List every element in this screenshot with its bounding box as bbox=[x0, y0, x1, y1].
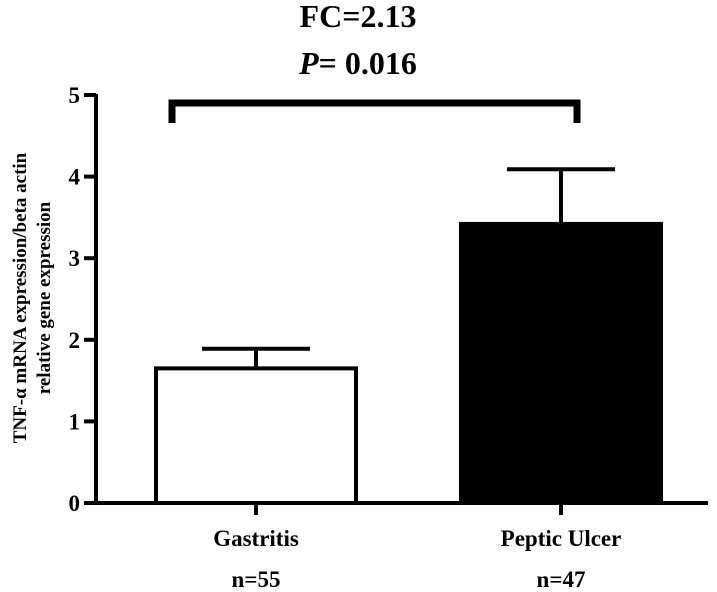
sample-size-label: n=55 bbox=[232, 567, 281, 592]
y-tick-label: 4 bbox=[69, 165, 81, 190]
bracket-line bbox=[168, 99, 581, 123]
p-symbol: P bbox=[298, 45, 319, 81]
chart-title-p-value: P= 0.016 bbox=[298, 45, 417, 81]
chart-title-fold-change: FC=2.13 bbox=[300, 0, 417, 34]
p-value: = 0.016 bbox=[319, 45, 417, 81]
y-axis-label-line2: relative gene expression bbox=[34, 201, 55, 394]
y-tick-label: 5 bbox=[69, 83, 81, 108]
x-tick-label: Gastritis bbox=[213, 526, 299, 551]
y-tick-label: 2 bbox=[69, 328, 81, 353]
bars bbox=[154, 167, 663, 515]
y-tick-label: 1 bbox=[69, 409, 81, 434]
bar-gastritis bbox=[154, 366, 358, 505]
x-tick-label: Peptic Ulcer bbox=[501, 526, 622, 551]
y-tick-label: 0 bbox=[69, 491, 81, 516]
x-axis-labels: Gastritis n=55 Peptic Ulcer n=47 bbox=[213, 526, 621, 592]
significance-bracket bbox=[168, 99, 581, 123]
y-tick-label: 3 bbox=[69, 246, 81, 271]
sample-size-label: n=47 bbox=[537, 567, 586, 592]
bar-peptic-ulcer bbox=[459, 221, 663, 505]
y-axis-label-line1: TNF-α mRNA expression/beta actin bbox=[10, 152, 31, 443]
